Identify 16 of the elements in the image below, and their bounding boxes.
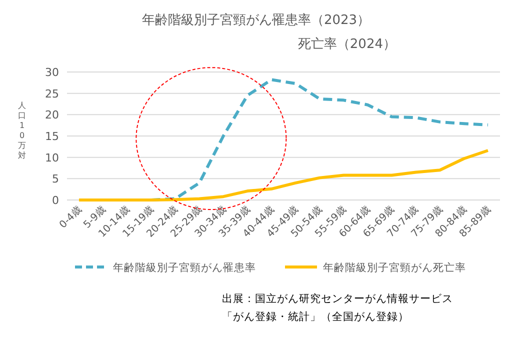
- y-tick-label: 10: [45, 151, 59, 164]
- y-axis-title: 人口10万対: [18, 101, 26, 160]
- x-tick-label: 0-4歳: [57, 204, 84, 231]
- y-tick-label: 25: [45, 87, 59, 100]
- y-tick-label: 30: [45, 66, 59, 79]
- line-series: [78, 149, 490, 202]
- y-tick-label: 15: [45, 130, 59, 143]
- text: 出展：国立がん研究センターがん情報サービス: [222, 292, 453, 305]
- legend-label: 年齢階級別子宮頸がん死亡率: [323, 261, 466, 274]
- y-tick-label: 5: [52, 172, 59, 186]
- y-tick-label: 20: [45, 108, 59, 122]
- y-tick-label: 0: [52, 194, 59, 207]
- text: 「がん登録・統計」（全国がん登録）: [222, 310, 409, 323]
- chart-title: 年齢階級別子宮頸がん罹患率（2023）: [142, 12, 370, 28]
- chart-subtitle: 死亡率（2024）: [298, 36, 396, 52]
- legend-label: 年齢階級別子宮頸がん罹患率: [113, 261, 256, 274]
